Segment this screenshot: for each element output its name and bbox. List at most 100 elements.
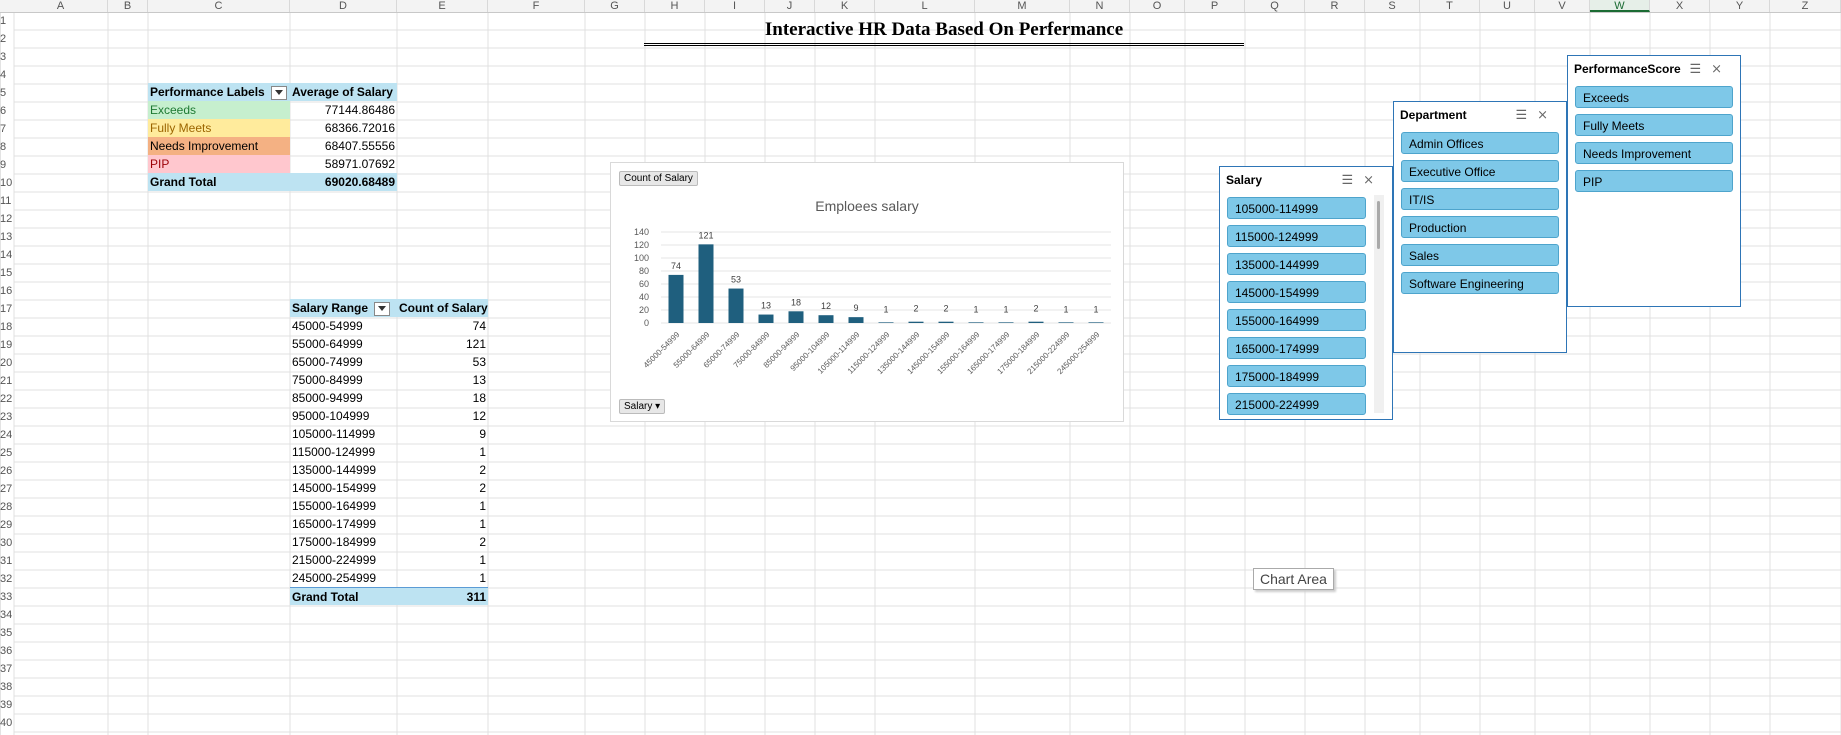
row-header[interactable]: 22 (0, 393, 13, 405)
slicer-scrollbar[interactable] (1374, 195, 1384, 413)
slicer-item[interactable]: PIP (1575, 170, 1733, 192)
column-header[interactable]: R (1305, 0, 1365, 12)
column-header[interactable]: N (1070, 0, 1130, 12)
pivot-row-header[interactable]: Salary Range (290, 299, 397, 317)
row-header[interactable]: 10 (0, 177, 13, 189)
department-slicer[interactable]: Department ☰⨯ Admin Offices Executive Off… (1393, 101, 1567, 353)
row-header[interactable]: 3 (0, 51, 7, 63)
row-header[interactable]: 26 (0, 465, 13, 477)
slicer-item[interactable]: 155000-164999 (1227, 309, 1366, 331)
scrollbar-thumb[interactable] (1377, 201, 1380, 249)
row-header[interactable]: 15 (0, 267, 13, 279)
column-header[interactable]: E (397, 0, 488, 12)
slicer-item[interactable]: Sales (1401, 244, 1559, 266)
row-header[interactable]: 38 (0, 681, 13, 693)
column-header[interactable]: X (1650, 0, 1710, 12)
row-header[interactable]: 30 (0, 537, 13, 549)
slicer-item[interactable]: 215000-224999 (1227, 393, 1366, 415)
row-header[interactable]: 27 (0, 483, 13, 495)
column-header[interactable]: D (290, 0, 397, 12)
column-header[interactable]: Y (1710, 0, 1770, 12)
slicer-item[interactable]: Needs Improvement (1575, 142, 1733, 164)
slicer-item[interactable]: Exceeds (1575, 86, 1733, 108)
row-header[interactable]: 36 (0, 645, 13, 657)
row-header[interactable]: 18 (0, 321, 13, 333)
row-header[interactable]: 31 (0, 555, 13, 567)
multi-select-icon[interactable]: ☰ (1689, 61, 1712, 76)
column-header[interactable]: T (1420, 0, 1480, 12)
column-header[interactable]: P (1185, 0, 1245, 12)
clear-filter-icon[interactable]: ⨯ (1711, 61, 1732, 76)
row-header[interactable]: 28 (0, 501, 13, 513)
column-header[interactable]: L (875, 0, 975, 12)
value-field-button[interactable]: Count of Salary (619, 171, 698, 186)
row-header[interactable]: 1 (0, 15, 7, 27)
row-header[interactable]: 35 (0, 627, 13, 639)
slicer-item[interactable]: Executive Office (1401, 160, 1559, 182)
row-header[interactable]: 17 (0, 303, 13, 315)
row-header[interactable]: 33 (0, 591, 13, 603)
row-header[interactable]: 29 (0, 519, 13, 531)
row-header[interactable]: 8 (0, 141, 7, 153)
clear-filter-icon[interactable]: ⨯ (1363, 172, 1384, 187)
column-header[interactable]: Z (1770, 0, 1841, 12)
column-header[interactable]: C (148, 0, 290, 12)
performance-score-slicer[interactable]: PerformanceScore ☰⨯ Exceeds Fully Meets Ne… (1567, 55, 1741, 307)
column-header[interactable]: V (1535, 0, 1590, 12)
row-header[interactable]: 2 (0, 33, 7, 45)
row-header[interactable]: 24 (0, 429, 13, 441)
column-header[interactable]: U (1480, 0, 1535, 12)
slicer-item[interactable]: 165000-174999 (1227, 337, 1366, 359)
slicer-item[interactable]: IT/IS (1401, 188, 1559, 210)
salary-slicer[interactable]: Salary ☰⨯ 105000-114999 115000-124999 1350… (1219, 166, 1393, 420)
row-header[interactable]: 14 (0, 249, 13, 261)
row-header[interactable]: 13 (0, 231, 13, 243)
row-header[interactable]: 32 (0, 573, 13, 585)
column-header[interactable]: B (108, 0, 148, 12)
column-header[interactable]: G (585, 0, 645, 12)
slicer-item[interactable]: Software Engineering (1401, 272, 1559, 294)
column-header[interactable]: K (815, 0, 875, 12)
row-header[interactable]: 39 (0, 699, 13, 711)
row-header[interactable]: 20 (0, 357, 13, 369)
column-header[interactable]: H (645, 0, 705, 12)
row-header[interactable]: 11 (0, 195, 12, 207)
row-header[interactable]: 6 (0, 105, 7, 117)
slicer-item[interactable]: Production (1401, 216, 1559, 238)
filter-dropdown-icon[interactable] (270, 85, 287, 100)
column-header[interactable]: F (488, 0, 585, 12)
row-header[interactable]: 16 (0, 285, 13, 297)
row-header[interactable]: 7 (0, 123, 7, 135)
slicer-item[interactable]: 175000-184999 (1227, 365, 1366, 387)
column-header[interactable]: Q (1245, 0, 1305, 12)
filter-dropdown-icon[interactable] (374, 301, 391, 316)
pivot-chart[interactable]: Count of Salary Emploees salary 0 20 40 60 80… (610, 162, 1124, 422)
clear-filter-icon[interactable]: ⨯ (1537, 107, 1558, 122)
column-header[interactable]: S (1365, 0, 1420, 12)
row-header[interactable]: 5 (0, 87, 7, 99)
multi-select-icon[interactable]: ☰ (1515, 107, 1538, 122)
column-header[interactable]: A (14, 0, 108, 12)
column-header[interactable]: M (975, 0, 1070, 12)
row-header[interactable]: 19 (0, 339, 13, 351)
column-header[interactable]: J (765, 0, 815, 12)
pivot-row-header[interactable]: Performance Labels (148, 83, 290, 101)
row-header[interactable]: 23 (0, 411, 13, 423)
axis-field-button[interactable]: Salary ▾ (619, 399, 666, 414)
slicer-item[interactable]: 105000-114999 (1227, 197, 1366, 219)
multi-select-icon[interactable]: ☰ (1341, 172, 1364, 187)
row-header[interactable]: 9 (0, 159, 7, 171)
slicer-item[interactable]: 135000-144999 (1227, 253, 1366, 275)
row-header[interactable]: 37 (0, 663, 13, 675)
column-header[interactable]: O (1130, 0, 1185, 12)
slicer-item[interactable]: Fully Meets (1575, 114, 1733, 136)
slicer-item[interactable]: Admin Offices (1401, 132, 1559, 154)
row-header[interactable]: 12 (0, 213, 13, 225)
slicer-item[interactable]: 115000-124999 (1227, 225, 1366, 247)
row-header[interactable]: 25 (0, 447, 13, 459)
row-header[interactable]: 21 (0, 375, 13, 387)
column-header[interactable]: I (705, 0, 765, 12)
column-header[interactable]: W (1590, 0, 1650, 12)
slicer-item[interactable]: 145000-154999 (1227, 281, 1366, 303)
row-header[interactable]: 4 (0, 69, 7, 81)
